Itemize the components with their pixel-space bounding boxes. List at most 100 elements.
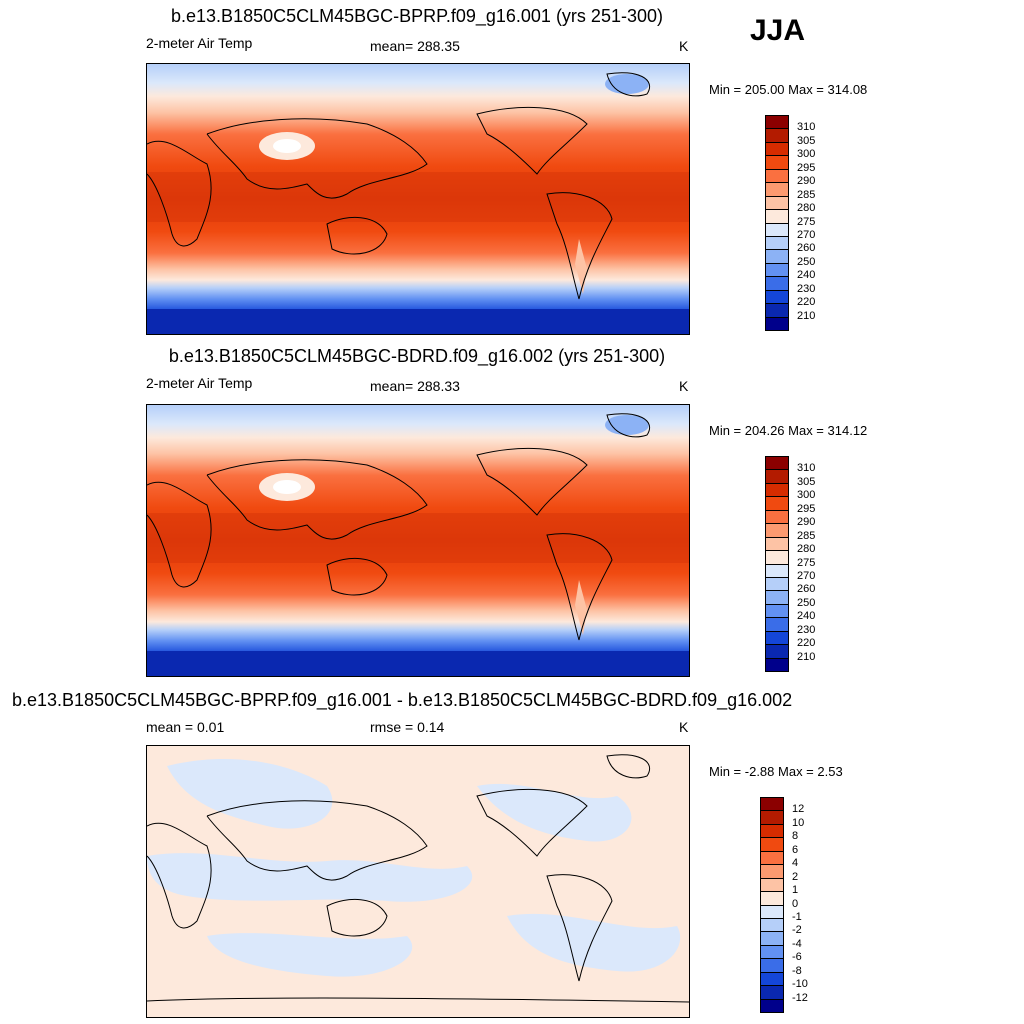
panel-2-colorbar-label: 260	[797, 583, 816, 596]
panel-2-units-label: K	[679, 378, 689, 394]
panel-2-colorbar-box	[765, 563, 789, 578]
panel-1-colorbar-box	[765, 168, 789, 184]
panel-2-colorbar-box	[765, 536, 789, 552]
panel-2-colorbar-box	[765, 576, 789, 592]
panel-3-colorbar-box	[760, 971, 784, 987]
panel-1-colorbar-label: 285	[797, 188, 816, 201]
panel-3-colorbar-label: -8	[792, 964, 802, 977]
season-label: JJA	[750, 14, 806, 47]
panel-1-colorbar-box	[765, 262, 789, 278]
panel-3-colorbar-label: -6	[792, 951, 802, 964]
panel-1-colorbar-box	[765, 316, 789, 331]
panel-3-colorbar-box	[760, 864, 784, 879]
panel-1-colorbar-box	[765, 128, 789, 143]
panel-3-colorbar-label: -12	[792, 991, 808, 1004]
panel-3-colorbar-box	[760, 904, 784, 919]
panel-3-colorbar-label: -1	[792, 910, 802, 923]
panel-2-colorbar-label: 240	[797, 610, 816, 623]
panel-2-colorbar-box	[765, 456, 789, 471]
panel-1-colorbar-label: 260	[797, 242, 816, 255]
panel-1-colorbar-box	[765, 235, 789, 251]
panel-2-colorbar-label: 220	[797, 637, 816, 650]
panel-2-colorbar-label: 285	[797, 529, 816, 542]
panel-2-colorbar-label: 230	[797, 623, 816, 636]
panel-3-colorbar-box	[760, 797, 784, 812]
panel-2-colorbar-label: 300	[797, 489, 816, 502]
panel-2-colorbar-box	[765, 523, 789, 538]
panel-2-colorbar-box	[765, 630, 789, 646]
panel-2-mean-label: mean= 288.33	[370, 378, 460, 394]
panel-3-colorbar-box	[760, 837, 784, 852]
panel-2-variable-label: 2-meter Air Temp	[146, 375, 253, 391]
panel-1-colorbar-label: 220	[797, 296, 816, 309]
panel-1-colorbar-label: 305	[797, 134, 816, 147]
panel-1-colorbar-box	[765, 155, 789, 170]
panel-1-colorbar-box	[765, 289, 789, 305]
panel-3-colorbar-box	[760, 917, 784, 933]
panel-1-minmax: Min = 205.00 Max = 314.08	[709, 82, 868, 97]
panel-3-colorbar-box	[760, 958, 784, 973]
panel-2-colorbar-box	[765, 644, 789, 659]
panel-1-colorbar-box	[765, 209, 789, 224]
panel-2-colorbar-box	[765, 603, 789, 619]
panel-1-colorbar-box	[765, 115, 789, 130]
panel-3-colorbar-box	[760, 891, 784, 906]
panel-3-colorbar-box	[760, 810, 784, 825]
panel-3-colorbar-label: 4	[792, 857, 799, 870]
panel-1-colorbar-box	[765, 222, 789, 237]
panel-2-colorbar-box	[765, 657, 789, 672]
panel-1-colorbar-box	[765, 276, 789, 291]
panel-1-temperature-map	[146, 63, 690, 335]
panel-2-colorbar-box	[765, 509, 789, 525]
panel-3-colorbar-box	[760, 850, 784, 866]
panel-3-colorbar-box	[760, 931, 784, 946]
panel-2-colorbar-box	[765, 550, 789, 565]
panel-3-colorbar-label: -2	[792, 924, 802, 937]
panel-3-colorbar-label: 8	[792, 830, 799, 843]
panel-1-colorbar-label: 230	[797, 282, 816, 295]
panel-3-colorbar-label: 12	[792, 803, 805, 816]
panel-2-minmax: Min = 204.26 Max = 314.12	[709, 423, 868, 438]
panel-2-colorbar-label: 275	[797, 556, 816, 569]
panel-1-colorbar-label: 300	[797, 148, 816, 161]
panel-2-colorbar-box	[765, 590, 789, 605]
panel-2-colorbar-label: 310	[797, 462, 816, 475]
panel-2-colorbar-label: 290	[797, 516, 816, 529]
panel-2-colorbar-box	[765, 469, 789, 484]
panel-2-colorbar-label: 250	[797, 596, 816, 609]
panel-3-rmse-label: rmse = 0.14	[370, 719, 445, 735]
panel-1-title: b.e13.B1850C5CLM45BGC-BPRP.f09_g16.001 (…	[171, 6, 663, 26]
panel-3-colorbar-label: -4	[792, 937, 802, 950]
panel-3-colorbar: 12 10 8 6 4 2 1 0 -1 -2 -4 -6 -8 -10 -12	[760, 797, 830, 1013]
panel-3-colorbar-label: 0	[792, 897, 799, 910]
panel-1-colorbar-label: 270	[797, 228, 816, 241]
panel-2-colorbar-label: 270	[797, 569, 816, 582]
panel-1-colorbar-box	[765, 303, 789, 318]
panel-3-colorbar-box	[760, 998, 784, 1013]
panel-1-units-label: K	[679, 38, 689, 54]
panel-3-colorbar-box	[760, 823, 784, 839]
panel-1-colorbar-box	[765, 182, 789, 197]
panel-3-colorbar-label: 1	[792, 884, 799, 897]
panel-2-colorbar-box	[765, 482, 789, 498]
panel-2-colorbar-label: 305	[797, 475, 816, 488]
panel-1-colorbar-label: 240	[797, 269, 816, 282]
panel-1-colorbar-box	[765, 249, 789, 264]
panel-1-colorbar-label: 280	[797, 202, 816, 215]
panel-3-colorbar-label: 10	[792, 816, 805, 829]
panel-1-variable-label: 2-meter Air Temp	[146, 35, 253, 51]
panel-3-colorbar-box	[760, 985, 784, 1000]
panel-3-difference-map	[146, 745, 690, 1018]
panel-3-minmax: Min = -2.88 Max = 2.53	[709, 764, 843, 779]
panel-1-colorbar-label: 290	[797, 175, 816, 188]
panel-2-colorbar: 310 305 300 295 290 285 280 275 270 260 250 240 230 2…	[765, 456, 835, 672]
panel-1-colorbar-box	[765, 195, 789, 211]
panel-1-colorbar-label: 250	[797, 255, 816, 268]
panel-1-colorbar-label: 275	[797, 215, 816, 228]
panel-2-title: b.e13.B1850C5CLM45BGC-BDRD.f09_g16.002 (…	[168, 346, 666, 366]
panel-3-mean-label: mean = 0.01	[146, 719, 225, 735]
panel-3-colorbar-box	[760, 877, 784, 893]
panel-1-colorbar-label: 295	[797, 161, 816, 174]
panel-3-colorbar-box	[760, 944, 784, 960]
panel-3-colorbar-label: 2	[792, 870, 799, 883]
